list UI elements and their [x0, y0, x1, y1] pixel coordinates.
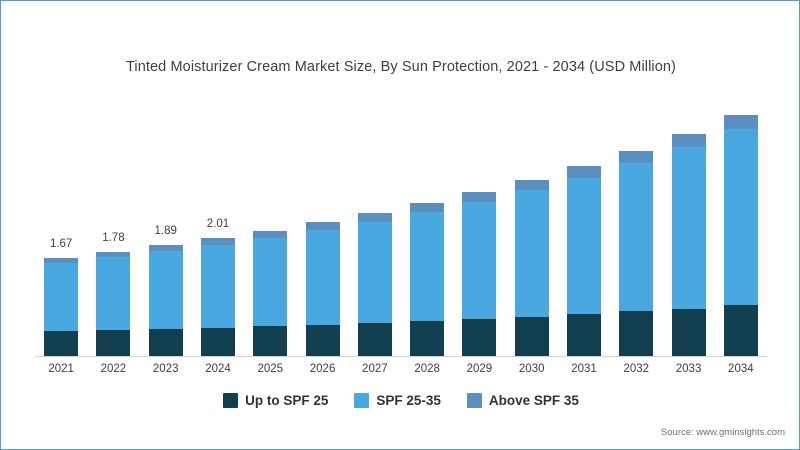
bar-value-label: 1.67	[49, 238, 73, 251]
bar-segment	[96, 330, 131, 356]
bar-segment	[201, 238, 235, 245]
source-credit: Source: www.gminsights.com	[660, 427, 785, 438]
bar-column[interactable]	[567, 166, 601, 356]
x-axis-tick-label: 2021	[48, 363, 74, 375]
legend-item[interactable]: Up to SPF 25	[223, 393, 328, 408]
bar-segment	[96, 256, 131, 331]
bar-segment	[201, 244, 235, 328]
bar-column[interactable]	[96, 251, 131, 356]
bar-column[interactable]	[514, 179, 549, 356]
bar-segment	[305, 222, 340, 230]
bar-segment	[148, 329, 183, 356]
bar-segment	[514, 190, 549, 317]
bar-value-label: 1.89	[154, 225, 177, 238]
bar-column[interactable]	[462, 191, 497, 356]
x-axis-tick-label: 2028	[414, 363, 440, 375]
bar-value-label: 2.01	[206, 218, 230, 231]
legend-item[interactable]: Above SPF 35	[466, 393, 579, 408]
bar-segment	[671, 133, 706, 148]
bar-segment	[96, 251, 131, 257]
bar-segment	[462, 191, 497, 202]
bar-segment	[723, 115, 758, 130]
bar-segment	[619, 150, 654, 164]
bar-column[interactable]	[410, 203, 445, 356]
bar-segment	[410, 203, 445, 213]
bar-segment	[567, 166, 601, 178]
legend-swatch	[466, 393, 482, 408]
bar-segment	[148, 245, 183, 252]
bar-segment	[567, 314, 601, 356]
x-axis-line	[35, 356, 767, 357]
bar-column[interactable]	[148, 245, 183, 356]
bar-segment	[44, 258, 79, 263]
legend-swatch	[223, 393, 239, 408]
bar-segment	[357, 213, 392, 222]
bar-segment	[253, 230, 288, 238]
bar-segment	[44, 262, 79, 332]
x-axis-tick-label: 2032	[623, 363, 650, 375]
bar-segment	[723, 305, 758, 356]
x-axis-tick-label: 2033	[675, 363, 702, 375]
bar-segment	[305, 324, 340, 356]
x-axis-tick-label: 2031	[571, 363, 597, 375]
bar-segment	[253, 237, 288, 327]
bar-segment	[462, 201, 497, 320]
bar-segment	[671, 147, 706, 309]
bar-segment	[567, 177, 601, 315]
x-axis-tick-label: 2030	[518, 363, 545, 375]
bar-segment	[253, 326, 288, 356]
bar-segment	[410, 212, 445, 322]
bar-column[interactable]	[201, 238, 235, 356]
legend-item[interactable]: SPF 25-35	[354, 393, 441, 408]
x-axis-tick-label: 2023	[152, 363, 179, 375]
bar-column[interactable]	[671, 133, 706, 356]
bar-segment	[44, 331, 79, 356]
bar-segment	[619, 311, 654, 356]
bar-column[interactable]	[357, 213, 392, 356]
bar-segment	[410, 321, 445, 356]
bar-chart-plot-area	[35, 101, 767, 356]
bar-column[interactable]	[44, 258, 79, 356]
x-axis-tick-label: 2024	[205, 363, 231, 375]
x-axis-tick-label: 2029	[466, 363, 493, 375]
chart-legend: Up to SPF 25 SPF 25-35 Above SPF 35	[1, 393, 799, 408]
page-title: Tinted Moisturizer Cream Market Size, By…	[125, 59, 676, 75]
bar-value-label: 1.78	[102, 231, 125, 244]
x-axis-tick-label: 2026	[309, 363, 336, 375]
bar-segment	[723, 129, 758, 305]
bar-segment	[357, 221, 392, 324]
bar-segment	[305, 229, 340, 325]
x-axis-tick-label: 2025	[257, 363, 284, 375]
legend-label: SPF 25-35	[376, 393, 441, 408]
bar-segment	[619, 163, 654, 312]
legend-label: Up to SPF 25	[245, 393, 329, 408]
bar-column[interactable]	[253, 230, 288, 356]
x-axis-tick-label: 2022	[100, 363, 127, 375]
bar-segment	[357, 323, 392, 356]
bar-segment	[514, 316, 549, 356]
bar-segment	[462, 319, 497, 356]
x-axis-tick-label: 2027	[362, 363, 388, 375]
bar-column[interactable]	[619, 150, 654, 356]
bar-segment	[514, 179, 549, 191]
bar-segment	[671, 308, 706, 356]
bar-column[interactable]	[305, 222, 340, 356]
bar-column[interactable]	[723, 115, 758, 356]
bar-segment	[201, 327, 235, 356]
legend-swatch	[354, 393, 370, 408]
x-axis-tick-label: 2034	[728, 363, 754, 375]
legend-label: Above SPF 35	[488, 393, 579, 408]
bar-segment	[148, 251, 183, 330]
